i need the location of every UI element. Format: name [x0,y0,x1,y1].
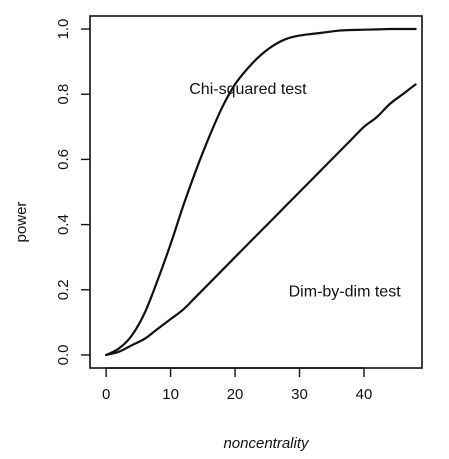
plot-frame [89,15,423,369]
y-tick-label: 0.2 [55,279,72,300]
y-tick-label: 0.8 [55,84,72,105]
series-line-chi-squared-test [105,27,417,357]
y-tick-label: 1.0 [55,19,72,40]
x-tick-label: 30 [291,386,308,403]
x-tick-label: 40 [356,386,373,403]
curve-annotation: Dim-by-dim test [289,283,402,300]
x-tick-label: 10 [162,386,179,403]
x-tick-label: 20 [227,386,244,403]
y-tick-label: 0.0 [55,345,72,366]
y-tick-label: 0.6 [55,149,72,170]
y-axis-label: power [13,202,30,243]
x-tick-label: 0 [102,386,110,403]
x-axis-label: noncentrality [223,435,310,452]
series-line-dim-by-dim-test [105,83,417,357]
y-tick-label: 0.4 [55,214,72,235]
curve-annotation: Chi-squared test [189,81,307,98]
